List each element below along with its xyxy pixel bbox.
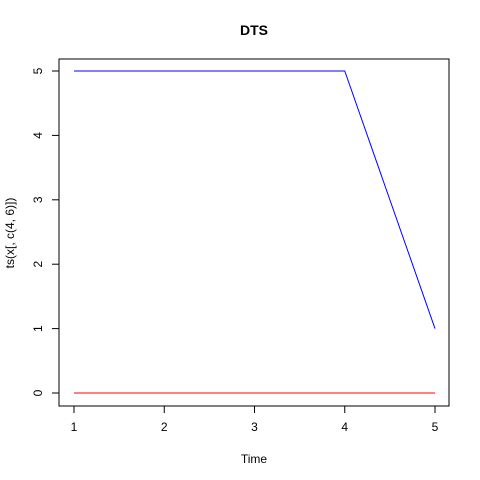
y-axis-label: ts(x[, c(4, 6)]) bbox=[3, 198, 17, 269]
y-tick-label: 5 bbox=[31, 67, 45, 74]
y-tick-label: 2 bbox=[31, 261, 45, 268]
plot-area-box bbox=[58, 58, 450, 407]
series-layer bbox=[74, 70, 436, 394]
x-tick-label: 4 bbox=[341, 420, 348, 434]
x-tick-label: 5 bbox=[432, 420, 439, 434]
chart-title: DTS bbox=[240, 22, 268, 38]
x-axis: 1 2 3 4 5 bbox=[71, 405, 439, 434]
x-tick-label: 3 bbox=[251, 420, 258, 434]
y-tick-label: 0 bbox=[31, 389, 45, 396]
x-tick-label: 1 bbox=[71, 420, 78, 434]
x-tick-label: 2 bbox=[161, 420, 168, 434]
y-tick-label: 3 bbox=[31, 196, 45, 203]
y-tick-label: 1 bbox=[31, 325, 45, 332]
y-tick-label: 4 bbox=[31, 132, 45, 139]
y-axis: 0 1 2 3 4 5 bbox=[31, 67, 60, 396]
series-line-1 bbox=[74, 70, 436, 329]
x-axis-label: Time bbox=[241, 452, 268, 466]
